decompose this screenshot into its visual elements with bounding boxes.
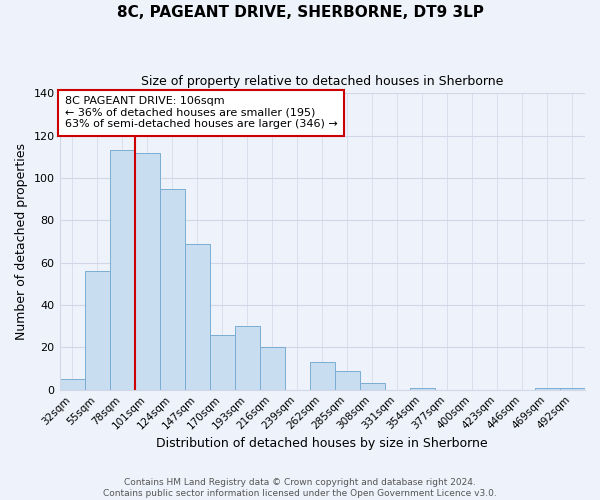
Bar	[209, 334, 235, 390]
Bar	[310, 362, 335, 390]
Bar	[110, 150, 134, 390]
Bar	[260, 348, 285, 390]
Text: Contains HM Land Registry data © Crown copyright and database right 2024.
Contai: Contains HM Land Registry data © Crown c…	[103, 478, 497, 498]
Bar	[235, 326, 260, 390]
Bar	[134, 152, 160, 390]
Bar	[185, 244, 209, 390]
Bar	[410, 388, 435, 390]
Text: 8C, PAGEANT DRIVE, SHERBORNE, DT9 3LP: 8C, PAGEANT DRIVE, SHERBORNE, DT9 3LP	[116, 5, 484, 20]
Title: Size of property relative to detached houses in Sherborne: Size of property relative to detached ho…	[141, 75, 503, 88]
Bar	[535, 388, 560, 390]
Bar	[160, 188, 185, 390]
Bar	[560, 388, 585, 390]
Bar	[59, 379, 85, 390]
Y-axis label: Number of detached properties: Number of detached properties	[15, 143, 28, 340]
Bar	[360, 384, 385, 390]
Bar	[85, 271, 110, 390]
X-axis label: Distribution of detached houses by size in Sherborne: Distribution of detached houses by size …	[157, 437, 488, 450]
Bar	[335, 370, 360, 390]
Text: 8C PAGEANT DRIVE: 106sqm
← 36% of detached houses are smaller (195)
63% of semi-: 8C PAGEANT DRIVE: 106sqm ← 36% of detach…	[65, 96, 338, 130]
